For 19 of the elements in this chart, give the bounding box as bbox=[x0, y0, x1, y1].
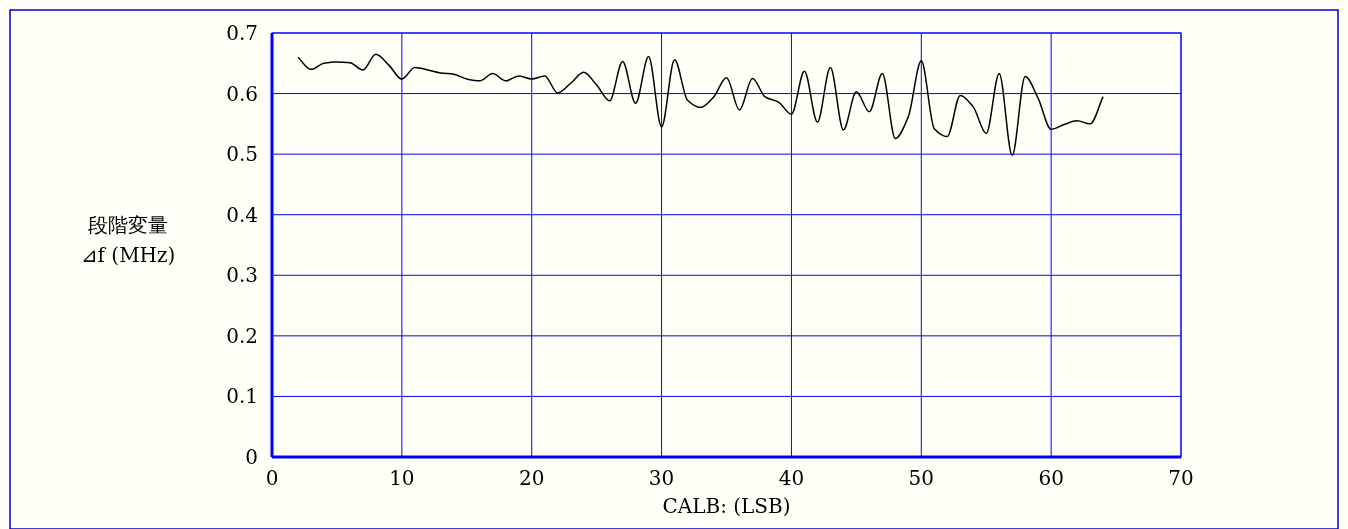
y-axis-title: 段階変量 ⊿f (MHz) bbox=[80, 213, 176, 267]
y-tick-label: 0 bbox=[245, 445, 258, 469]
y-tick-label: 0.3 bbox=[226, 263, 258, 288]
x-tick-label: 50 bbox=[908, 466, 935, 490]
y-tick-label: 0.6 bbox=[226, 81, 258, 106]
x-axis-title: CALB: (LSB) bbox=[662, 494, 791, 518]
x-tick-label: 60 bbox=[1038, 466, 1064, 490]
x-tick-label: 0 bbox=[265, 466, 279, 490]
x-tick-label: 10 bbox=[389, 466, 415, 490]
y-tick-label: 0.5 bbox=[226, 142, 258, 167]
line-series bbox=[297, 53, 1104, 157]
x-tick-label: 40 bbox=[778, 466, 805, 490]
x-tick-label: 30 bbox=[648, 466, 675, 490]
x-tick-label: 20 bbox=[518, 466, 545, 490]
y-tick-label: 0.2 bbox=[226, 323, 258, 348]
x-tick-label: 70 bbox=[1168, 466, 1194, 490]
y-tick-label: 0.4 bbox=[226, 202, 258, 227]
y-tick-label: 0.1 bbox=[226, 384, 258, 409]
y-tick-label: 0.7 bbox=[226, 21, 258, 45]
